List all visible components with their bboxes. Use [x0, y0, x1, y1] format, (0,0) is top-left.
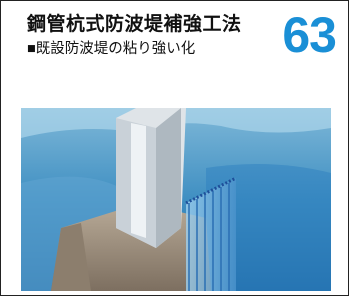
- title: 鋼管杭式防波堤補強工法: [27, 9, 242, 36]
- item-number: 63: [282, 5, 336, 65]
- illustration: [21, 108, 331, 291]
- card: 鋼管杭式防波堤補強工法 ■既設防波堤の粘り強い化 63: [0, 0, 349, 296]
- caisson-face: [131, 123, 146, 238]
- subtitle: ■既設防波堤の粘り強い化: [27, 37, 195, 58]
- caisson-side: [156, 108, 181, 248]
